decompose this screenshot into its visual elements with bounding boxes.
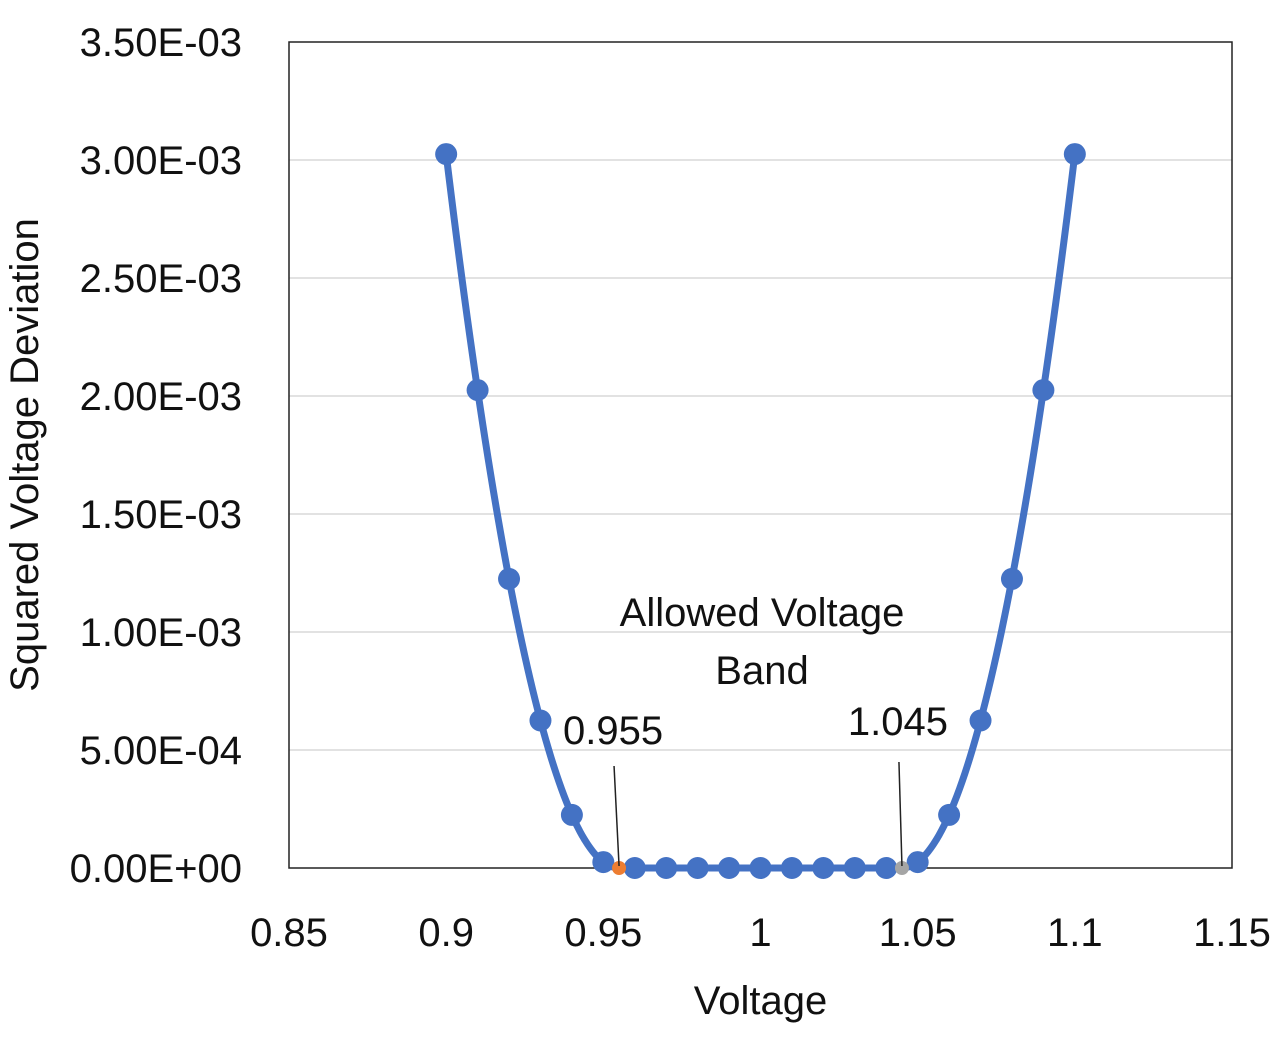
y-axis-label: Squared Voltage Deviation [3, 218, 47, 692]
x-axis-label: Voltage [694, 979, 827, 1023]
data-point [655, 857, 678, 879]
data-point [906, 851, 929, 874]
data-point [718, 857, 741, 879]
data-point [875, 857, 898, 879]
y-axis-ticks: 0.00E+00 5.00E-04 1.00E-03 1.50E-03 2.00E-03… [70, 21, 242, 891]
y-tick-label: 3.50E-03 [80, 21, 242, 65]
data-point [969, 709, 992, 732]
band-limit-marker [612, 861, 627, 875]
y-tick-label: 2.00E-03 [80, 375, 242, 419]
annotation-leader-high [898, 761, 903, 867]
series-line [442, 150, 1079, 872]
data-point [529, 709, 552, 732]
y-tick-label: 5.00E-04 [80, 729, 242, 773]
data-point [780, 857, 803, 879]
x-tick-label: 1.15 [1193, 911, 1271, 955]
data-point [1063, 143, 1086, 166]
x-tick-label: 0.9 [418, 911, 474, 955]
y-tick-label: 1.00E-03 [80, 611, 242, 655]
plot-area-frame [288, 41, 1233, 869]
data-point [498, 567, 521, 590]
data-point [623, 857, 646, 879]
y-tick-label: 0.00E+00 [70, 847, 242, 891]
x-tick-label: 0.95 [564, 911, 642, 955]
x-tick-label: 1 [749, 911, 771, 955]
data-point [749, 857, 772, 879]
annotation-band-line-1: Allowed Voltage [620, 591, 905, 635]
annotation-high-limit: 1.045 [848, 700, 948, 744]
data-point [938, 803, 961, 826]
data-point [560, 803, 583, 826]
data-point [686, 857, 709, 879]
x-tick-label: 1.05 [879, 911, 957, 955]
band-limit-marker [894, 861, 909, 875]
data-point [843, 857, 866, 879]
y-tick-label: 2.50E-03 [80, 257, 242, 301]
data-point [1032, 379, 1055, 402]
data-point [812, 857, 835, 879]
data-point [466, 379, 489, 402]
x-tick-label: 1.1 [1047, 911, 1103, 955]
data-point [1000, 567, 1023, 590]
annotation-low-limit: 0.955 [563, 709, 663, 753]
x-axis-ticks: 0.85 0.9 0.95 1 1.05 1.1 1.15 [250, 911, 1271, 955]
annotations: 0.955 1.045 Allowed Voltage Band [563, 591, 948, 867]
y-tick-label: 1.50E-03 [80, 493, 242, 537]
data-point [592, 851, 615, 874]
series-layer [435, 143, 1086, 879]
y-tick-label: 3.00E-03 [80, 139, 242, 183]
x-tick-label: 0.85 [250, 911, 328, 955]
data-point [435, 143, 458, 166]
annotation-band-line-2: Band [715, 649, 808, 693]
annotation-leader-low [613, 765, 620, 867]
